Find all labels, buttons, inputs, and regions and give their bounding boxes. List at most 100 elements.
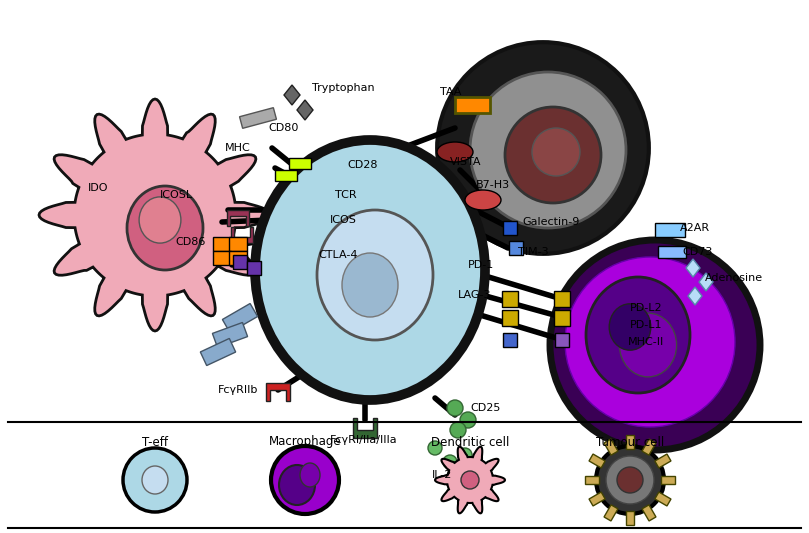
Bar bbox=[213, 251, 231, 265]
Bar bbox=[233, 255, 247, 269]
Polygon shape bbox=[231, 227, 253, 243]
Ellipse shape bbox=[127, 186, 203, 270]
Text: FcγRI/IIa/IIIa: FcγRI/IIa/IIIa bbox=[330, 435, 398, 445]
Bar bbox=[239, 108, 277, 128]
Bar bbox=[503, 221, 517, 235]
Ellipse shape bbox=[342, 253, 398, 317]
Bar bbox=[654, 454, 671, 468]
Circle shape bbox=[550, 240, 760, 450]
Circle shape bbox=[271, 446, 339, 514]
Text: TIM-3: TIM-3 bbox=[518, 247, 549, 257]
Text: ICOS: ICOS bbox=[330, 215, 357, 225]
Text: ICOSL: ICOSL bbox=[160, 190, 193, 200]
Bar bbox=[247, 261, 261, 275]
Text: B7-H3: B7-H3 bbox=[476, 180, 510, 190]
Polygon shape bbox=[284, 85, 300, 105]
Text: MHC: MHC bbox=[225, 143, 251, 153]
Bar bbox=[642, 439, 656, 455]
Text: CD25: CD25 bbox=[470, 403, 501, 413]
Polygon shape bbox=[688, 287, 702, 305]
Text: TAA: TAA bbox=[440, 87, 461, 97]
Bar bbox=[642, 505, 656, 521]
Ellipse shape bbox=[142, 466, 168, 494]
Circle shape bbox=[437, 42, 649, 254]
Bar bbox=[502, 291, 518, 307]
Bar bbox=[589, 492, 605, 506]
Ellipse shape bbox=[279, 465, 315, 505]
Bar bbox=[455, 97, 490, 113]
Ellipse shape bbox=[609, 304, 650, 350]
Bar bbox=[502, 310, 518, 326]
Text: IL-2: IL-2 bbox=[432, 470, 452, 480]
Text: Galectin-9: Galectin-9 bbox=[522, 217, 579, 227]
Text: CTLA-4: CTLA-4 bbox=[318, 250, 358, 260]
Text: VISTA: VISTA bbox=[450, 157, 481, 167]
Circle shape bbox=[565, 257, 735, 427]
Text: LAG-3: LAG-3 bbox=[458, 290, 492, 300]
Bar bbox=[229, 251, 247, 265]
Bar bbox=[554, 291, 570, 307]
Text: PD-L1: PD-L1 bbox=[630, 320, 663, 330]
Bar bbox=[626, 511, 634, 525]
Text: IDO: IDO bbox=[88, 183, 108, 193]
Polygon shape bbox=[266, 383, 290, 401]
Text: FcγRIIb: FcγRIIb bbox=[218, 385, 258, 395]
Circle shape bbox=[443, 455, 457, 469]
Ellipse shape bbox=[586, 277, 690, 393]
Circle shape bbox=[606, 456, 654, 504]
Bar bbox=[503, 333, 517, 347]
Polygon shape bbox=[686, 259, 700, 277]
Circle shape bbox=[123, 448, 187, 512]
Text: Tryptophan: Tryptophan bbox=[312, 83, 375, 93]
Bar bbox=[229, 237, 247, 251]
Circle shape bbox=[596, 446, 664, 514]
Bar bbox=[555, 333, 569, 347]
Text: CD80: CD80 bbox=[268, 123, 299, 133]
Bar bbox=[213, 322, 248, 348]
Text: Dendritic cell: Dendritic cell bbox=[431, 435, 509, 448]
Circle shape bbox=[450, 422, 466, 438]
Text: Adenosine: Adenosine bbox=[705, 273, 763, 283]
Circle shape bbox=[428, 441, 442, 455]
Circle shape bbox=[458, 448, 472, 462]
Bar bbox=[201, 338, 235, 366]
Circle shape bbox=[470, 72, 626, 228]
Ellipse shape bbox=[255, 140, 485, 400]
Bar bbox=[654, 492, 671, 506]
Text: A2AR: A2AR bbox=[680, 223, 710, 233]
Bar bbox=[554, 310, 570, 326]
Bar bbox=[222, 303, 257, 333]
Text: CD86: CD86 bbox=[175, 237, 205, 247]
Bar bbox=[585, 476, 599, 484]
Bar bbox=[589, 454, 605, 468]
Circle shape bbox=[461, 471, 479, 489]
Circle shape bbox=[617, 467, 643, 493]
Bar bbox=[213, 237, 231, 251]
Bar bbox=[661, 476, 675, 484]
Bar bbox=[626, 435, 634, 449]
Text: TCR: TCR bbox=[335, 190, 357, 200]
Bar bbox=[604, 505, 618, 521]
Bar bbox=[275, 169, 297, 181]
Text: CD28: CD28 bbox=[347, 160, 378, 170]
Polygon shape bbox=[297, 100, 313, 120]
Circle shape bbox=[505, 107, 601, 203]
Bar bbox=[604, 439, 618, 455]
Bar bbox=[509, 241, 523, 255]
Text: MHC-II: MHC-II bbox=[628, 337, 664, 347]
Ellipse shape bbox=[465, 190, 501, 210]
Circle shape bbox=[447, 400, 463, 416]
Ellipse shape bbox=[620, 313, 676, 377]
Text: Macrophage: Macrophage bbox=[269, 435, 341, 448]
Text: CD73: CD73 bbox=[682, 247, 713, 257]
Bar bbox=[658, 246, 686, 258]
Circle shape bbox=[460, 412, 476, 428]
Bar bbox=[655, 223, 685, 237]
Ellipse shape bbox=[437, 142, 473, 162]
Text: PD-L2: PD-L2 bbox=[630, 303, 663, 313]
Polygon shape bbox=[227, 210, 249, 226]
Polygon shape bbox=[353, 418, 377, 438]
Polygon shape bbox=[699, 273, 713, 291]
Ellipse shape bbox=[317, 210, 433, 340]
Polygon shape bbox=[435, 447, 505, 513]
